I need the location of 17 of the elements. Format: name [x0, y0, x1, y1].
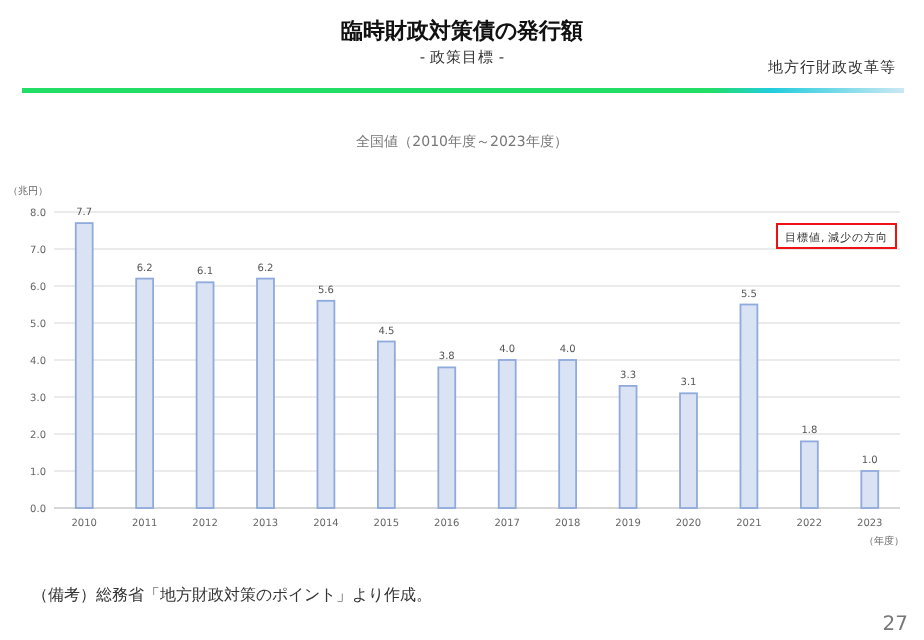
bar	[195, 281, 215, 509]
bar	[74, 222, 94, 509]
chart-title: 臨時財政対策債の発行額	[341, 18, 583, 44]
bar	[377, 340, 396, 509]
bar	[860, 470, 880, 509]
bar	[497, 359, 517, 509]
bar	[316, 299, 336, 509]
bar	[618, 385, 638, 509]
bar	[256, 277, 275, 509]
bar	[437, 366, 457, 509]
bar	[739, 303, 759, 509]
bar	[679, 392, 698, 509]
text: 27	[882, 614, 908, 636]
bar	[135, 277, 154, 509]
bar	[558, 359, 577, 509]
text: （備考）総務省「地方財政対策のポイント」より作成。	[32, 586, 432, 604]
bar	[800, 440, 819, 509]
